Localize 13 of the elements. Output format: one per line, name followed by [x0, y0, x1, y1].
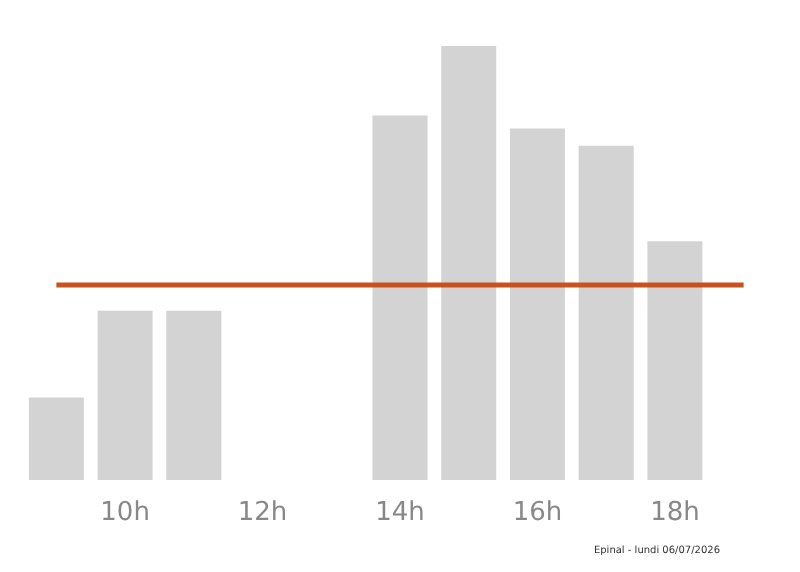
bar [97, 310, 153, 480]
bar [441, 46, 497, 480]
bar [647, 241, 703, 480]
x-tick-label: 10h [100, 498, 150, 528]
bar [28, 397, 84, 480]
x-tick-label: 12h [237, 498, 288, 528]
x-tick-label: 14h [375, 498, 425, 528]
x-tick-label: 16h [512, 498, 563, 528]
bar [509, 128, 565, 480]
bar [166, 310, 222, 480]
bar [372, 115, 428, 480]
bar [578, 145, 634, 480]
x-tick-label: 18h [650, 498, 700, 528]
